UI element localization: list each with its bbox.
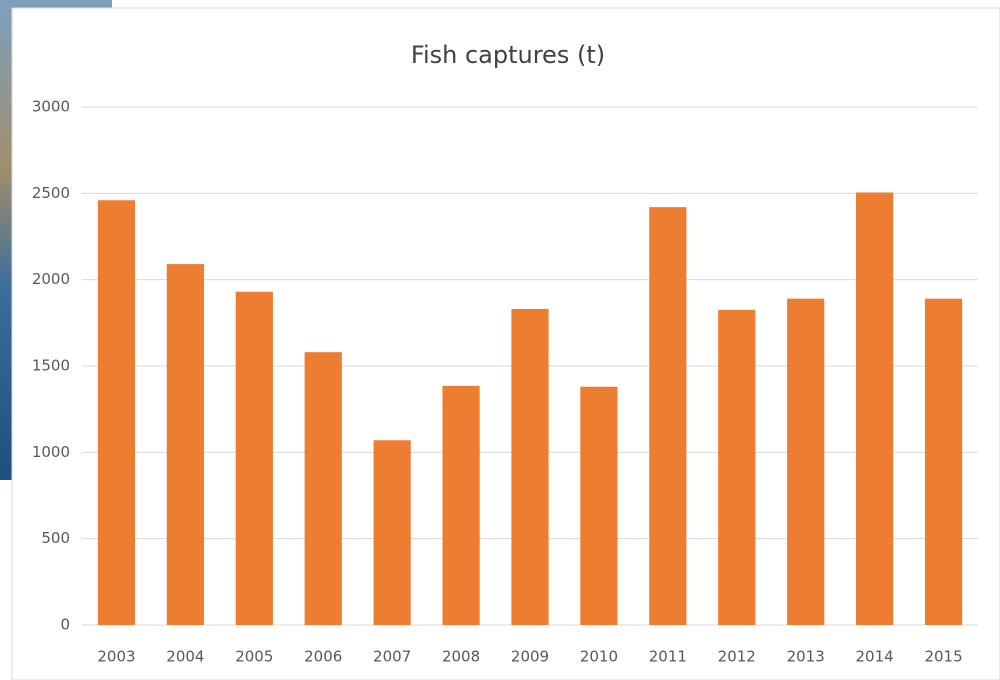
- bar: [98, 200, 135, 625]
- y-tick-label: 500: [41, 529, 70, 547]
- y-tick-label: 2000: [32, 270, 70, 288]
- chart-panel: [12, 8, 1000, 680]
- y-tick-label: 3000: [32, 98, 70, 116]
- x-tick-label: 2007: [373, 648, 411, 666]
- x-tick-label: 2004: [166, 648, 204, 666]
- x-tick-label: 2009: [511, 648, 549, 666]
- y-tick-label: 0: [60, 616, 70, 634]
- bar: [787, 299, 824, 625]
- x-tick-label: 2014: [856, 648, 894, 666]
- x-tick-label: 2006: [304, 648, 342, 666]
- x-tick-label: 2011: [649, 648, 687, 666]
- bar: [442, 386, 479, 625]
- chart-title: Fish captures (t): [411, 41, 605, 69]
- x-tick-label: 2003: [97, 648, 135, 666]
- bar: [374, 440, 411, 625]
- x-tick-label: 2013: [787, 648, 825, 666]
- bar: [925, 299, 962, 625]
- bar: [305, 352, 342, 625]
- bar: [856, 192, 893, 625]
- x-tick-label: 2012: [718, 648, 756, 666]
- page: 0 500 1000 1500 2000 2500 3000 2003 2004 2005 2006…: [0, 0, 1000, 680]
- y-tick-label: 1000: [32, 443, 70, 461]
- bar: [511, 309, 548, 625]
- x-tick-label: 2010: [580, 648, 618, 666]
- x-tick-label: 2015: [924, 648, 962, 666]
- bar: [649, 207, 686, 625]
- y-tick-label: 2500: [32, 184, 70, 202]
- y-tick-label: 1500: [32, 357, 70, 375]
- x-tick-label: 2008: [442, 648, 480, 666]
- bar: [167, 264, 204, 625]
- bar: [718, 310, 755, 625]
- bar: [236, 292, 273, 625]
- bar: [580, 387, 617, 625]
- x-tick-label: 2005: [235, 648, 273, 666]
